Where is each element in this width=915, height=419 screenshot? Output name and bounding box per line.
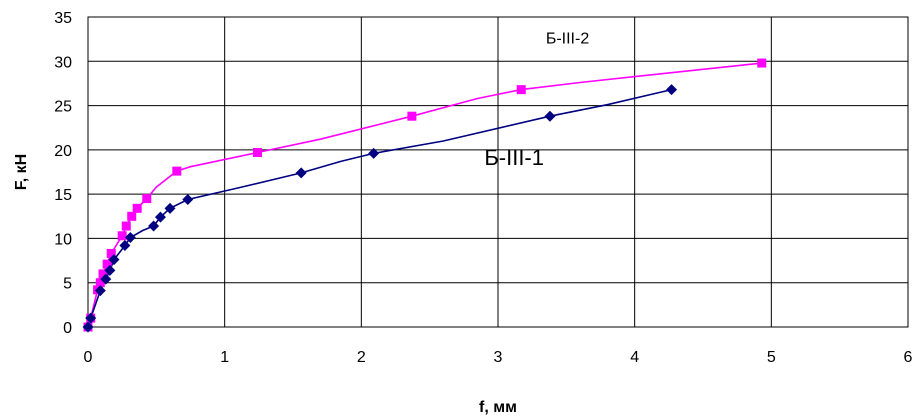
series-markers — [82, 58, 767, 333]
data-point-diamond — [104, 264, 116, 276]
data-point-diamond — [666, 84, 678, 96]
y-tick-label: 20 — [54, 143, 72, 160]
data-point-square — [252, 148, 262, 158]
data-point-square — [172, 166, 182, 176]
x-tick-labels: 0 1 2 3 4 5 6 — [84, 349, 913, 366]
data-point-square — [132, 203, 142, 213]
data-point-square — [757, 58, 767, 68]
grid-lines — [87, 16, 909, 328]
annotation-label: Б-III-2 — [546, 31, 589, 48]
data-point-square — [142, 194, 152, 204]
data-point-square — [407, 111, 417, 121]
data-point-diamond — [119, 240, 131, 252]
data-point-square — [106, 248, 116, 258]
data-point-diamond — [295, 167, 307, 179]
x-tick-label: 2 — [357, 349, 366, 366]
y-tick-label: 5 — [63, 276, 72, 293]
y-tick-label: 10 — [54, 231, 72, 248]
x-tick-label: 3 — [494, 349, 503, 366]
x-tick-label: 1 — [220, 349, 229, 366]
series-line-2 — [87, 88, 672, 328]
data-point-diamond — [154, 211, 166, 223]
data-point-square — [127, 211, 137, 221]
x-tick-label: 5 — [767, 349, 776, 366]
plot-area — [87, 16, 909, 328]
data-point-diamond — [124, 232, 136, 244]
data-point-diamond — [108, 254, 120, 266]
data-point-diamond — [148, 220, 160, 232]
data-point-square — [121, 221, 131, 231]
data-point-square — [102, 259, 112, 269]
y-tick-label: 0 — [63, 320, 72, 337]
series-line-1 — [87, 62, 762, 328]
series-lines — [87, 62, 762, 328]
annotations: Б-III-2 Б-III-1 — [484, 31, 589, 170]
y-tick-labels: 0 5 10 15 20 25 30 35 — [54, 10, 72, 337]
x-tick-label: 4 — [630, 349, 639, 366]
y-tick-label: 15 — [54, 187, 72, 204]
y-tick-label: 35 — [54, 10, 72, 27]
data-point-square — [117, 231, 127, 241]
data-point-diamond — [82, 321, 94, 333]
y-axis-title: F, кН — [13, 154, 30, 190]
data-point-diamond — [100, 273, 112, 285]
annotation-label: Б-III-1 — [484, 145, 544, 170]
y-tick-label: 30 — [54, 54, 72, 71]
data-point-square — [95, 278, 105, 288]
data-point-square — [516, 85, 526, 95]
x-axis-title: f, мм — [479, 399, 517, 416]
x-tick-label: 0 — [84, 349, 93, 366]
data-point-diamond — [182, 193, 194, 205]
data-point-diamond — [368, 147, 380, 159]
x-tick-label: 6 — [904, 349, 913, 366]
y-tick-label: 25 — [54, 99, 72, 116]
data-point-diamond — [544, 110, 556, 122]
data-point-diamond — [94, 285, 106, 297]
data-point-square — [98, 269, 108, 279]
data-point-diamond — [164, 202, 176, 214]
data-point-diamond — [85, 312, 97, 324]
